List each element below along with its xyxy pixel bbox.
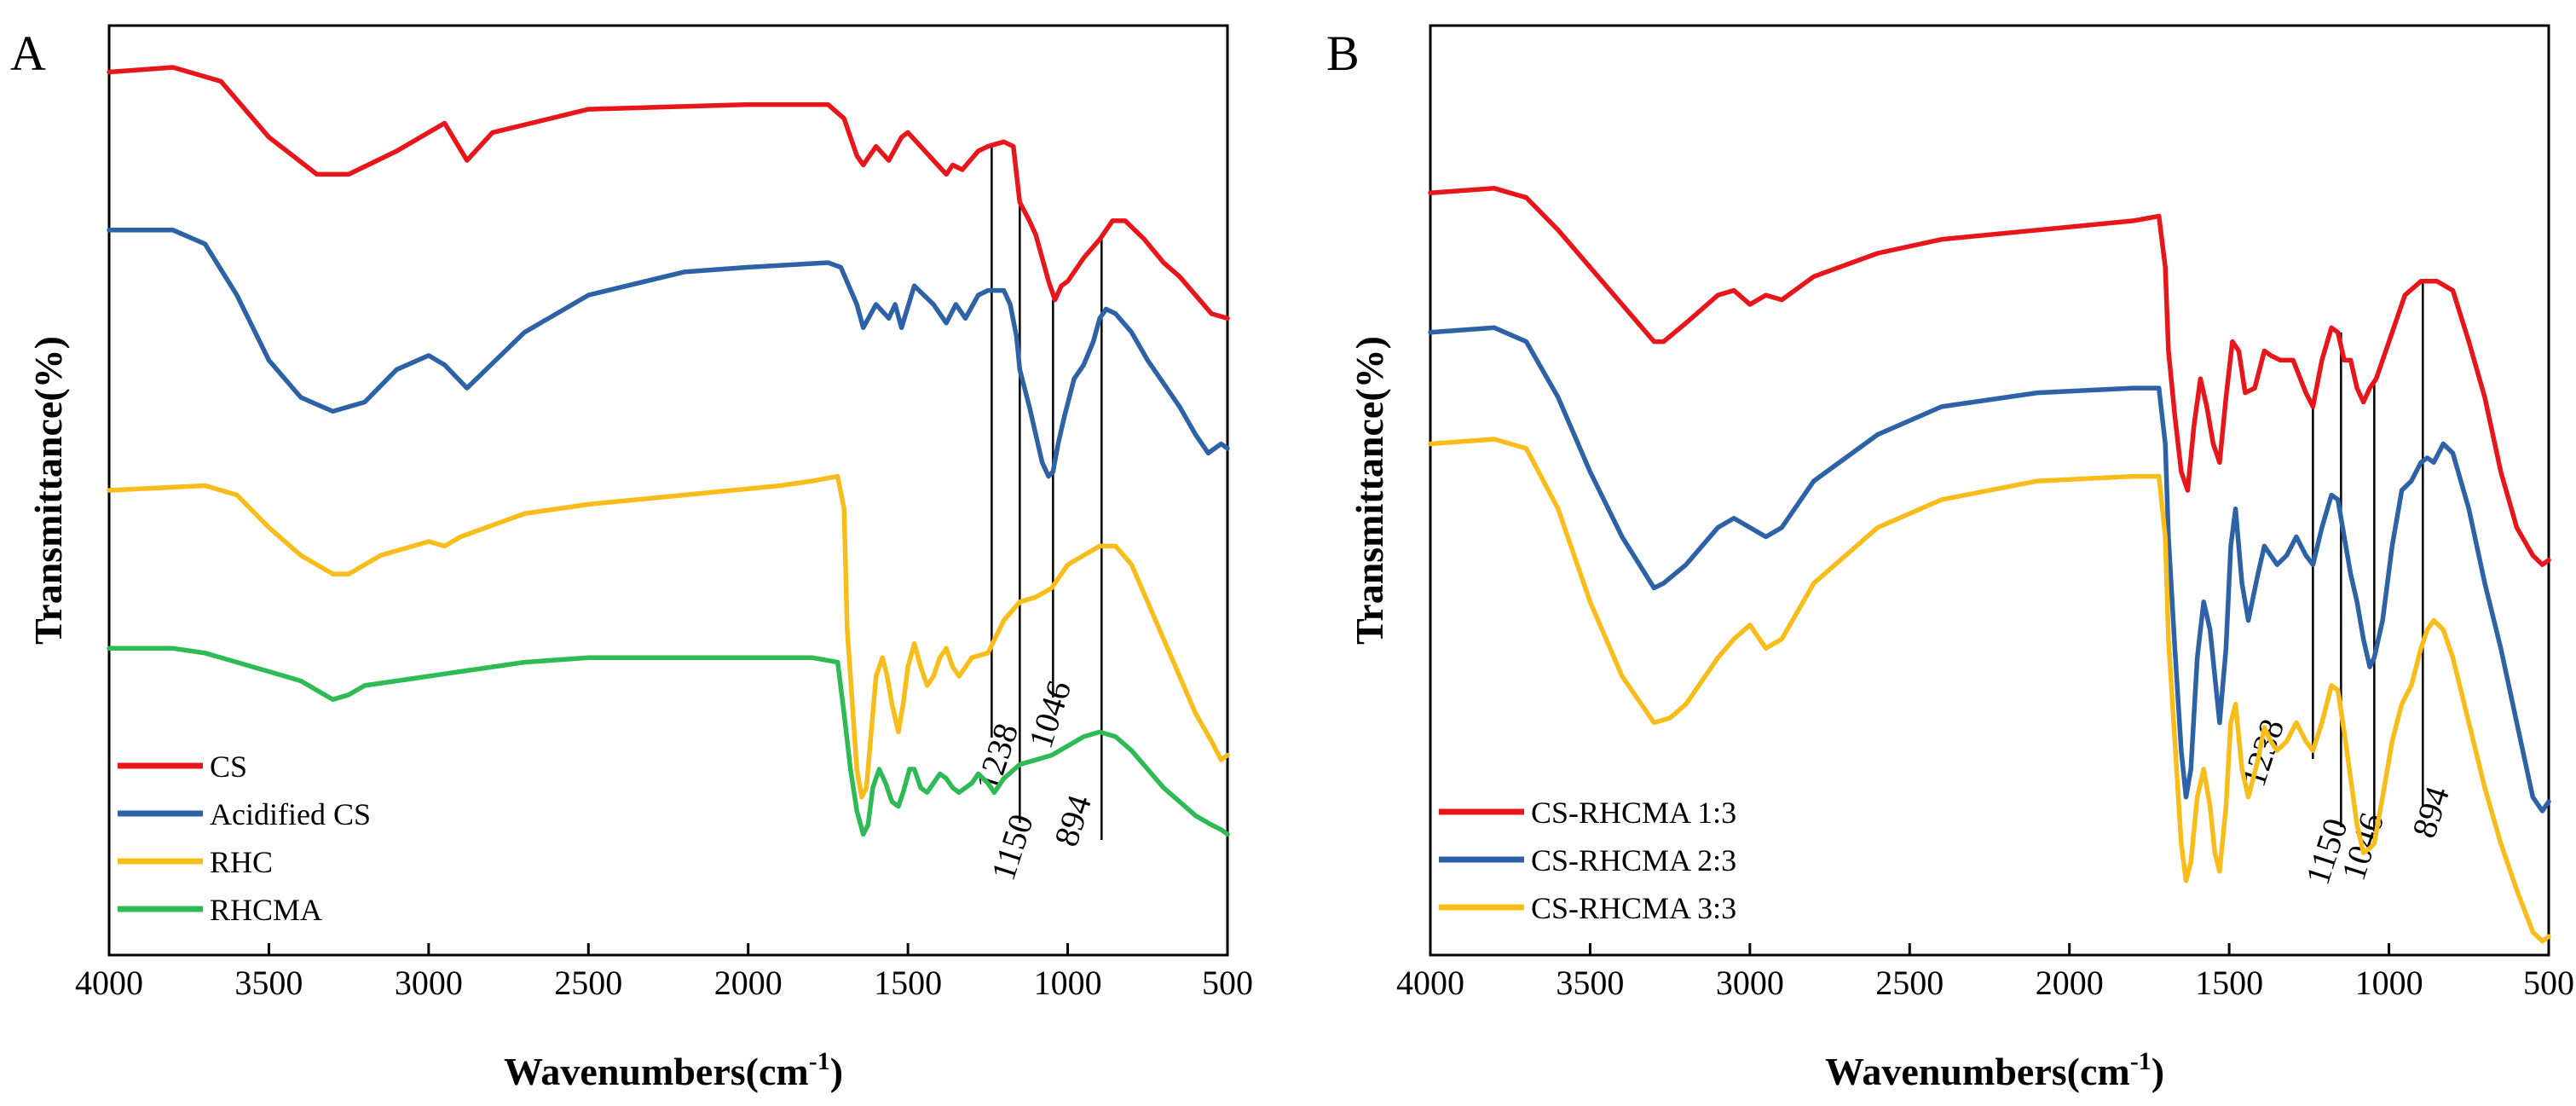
legend-label: RHCMA [210, 893, 322, 927]
panel-a: A Transmittance(%) Wavenumbers(cm-1) 400… [10, 24, 1253, 1093]
panel-a-legend: CS Acidified CS RHC RHCMA [118, 750, 371, 927]
panel-b-series [1428, 186, 2551, 944]
legend-label: CS-RHCMA 2:3 [1531, 843, 1736, 877]
series-line-cs [107, 65, 1230, 321]
x-tick-label: 4000 [1396, 964, 1464, 1002]
panel-b-x-axis-title: Wavenumbers(cm-1) [1825, 1047, 2164, 1093]
panel-a-label: A [10, 26, 46, 81]
legend-label: RHC [210, 845, 273, 879]
panel-a-y-axis-title: Transmittance(%) [26, 336, 70, 645]
x-tick-label: 500 [1202, 964, 1253, 1002]
annotation-label-1238: 1238 [968, 719, 1026, 796]
x-tick-label: 4000 [75, 964, 143, 1002]
x-tick-label: 1000 [1034, 964, 1102, 1002]
annotation-label-1046: 1046 [1021, 676, 1079, 753]
x-tick-label: 3500 [1556, 964, 1624, 1002]
x-tick-label: 2000 [2036, 964, 2104, 1002]
panel-a-x-axis-title-main: Wavenumbers(cm [504, 1050, 809, 1093]
x-tick-label: 2000 [714, 964, 783, 1002]
series-line-acidified-cs [107, 228, 1230, 479]
legend-label: CS-RHCMA 3:3 [1531, 891, 1736, 925]
panel-a-annotation-lines: 1238 1150 1046 894 [968, 146, 1103, 885]
panel-a-x-axis-title: Wavenumbers(cm-1) [504, 1047, 843, 1093]
panel-b-x-axis-title-sup: -1 [2130, 1047, 2151, 1075]
legend-label: CS [210, 750, 247, 784]
panel-b: B Transmittance(%) Wavenumbers(cm-1) 400… [1326, 24, 2574, 1093]
series-line-rhc [107, 473, 1230, 800]
panel-a-x-axis-title-close: ) [830, 1050, 843, 1093]
x-tick-label: 1500 [2195, 964, 2263, 1002]
series-line-cs-rhcma-1-3 [1428, 186, 2551, 567]
annotation-label-1150: 1150 [984, 809, 1041, 885]
annotation-label-894: 894 [1047, 790, 1099, 851]
x-tick-label: 500 [2523, 964, 2574, 1002]
panel-a-x-ticks: 4000 3500 3000 2500 2000 1500 1000 500 [75, 943, 1253, 1002]
legend-label: CS-RHCMA 1:3 [1531, 796, 1736, 830]
panel-a-x-axis-title-sup: -1 [809, 1047, 830, 1075]
x-tick-label: 3000 [395, 964, 463, 1002]
panel-a-series [107, 65, 1230, 837]
x-tick-label: 2500 [554, 964, 622, 1002]
panel-b-plot-frame [1429, 24, 2550, 957]
series-line-cs-rhcma-2-3 [1428, 325, 2551, 814]
x-tick-label: 1500 [874, 964, 942, 1002]
x-tick-label: 3500 [234, 964, 303, 1002]
legend-label: Acidified CS [210, 797, 371, 831]
x-tick-label: 3000 [1716, 964, 1784, 1002]
panel-b-x-ticks: 4000 3500 3000 2500 2000 1500 1000 500 [1396, 943, 2574, 1002]
series-line-cs-rhcma-3-3 [1428, 437, 2551, 944]
x-tick-label: 1000 [2355, 964, 2423, 1002]
panel-b-label: B [1326, 26, 1360, 81]
panel-b-y-axis-title: Transmittance(%) [1348, 336, 1391, 645]
panel-b-x-axis-title-main: Wavenumbers(cm [1825, 1050, 2130, 1093]
annotation-label-894: 894 [2405, 782, 2457, 843]
panel-b-legend: CS-RHCMA 1:3 CS-RHCMA 2:3 CS-RHCMA 3:3 [1439, 796, 1736, 925]
panel-b-x-axis-title-close: ) [2151, 1050, 2164, 1093]
series-line-rhcma [107, 646, 1230, 837]
x-tick-label: 2500 [1875, 964, 1944, 1002]
